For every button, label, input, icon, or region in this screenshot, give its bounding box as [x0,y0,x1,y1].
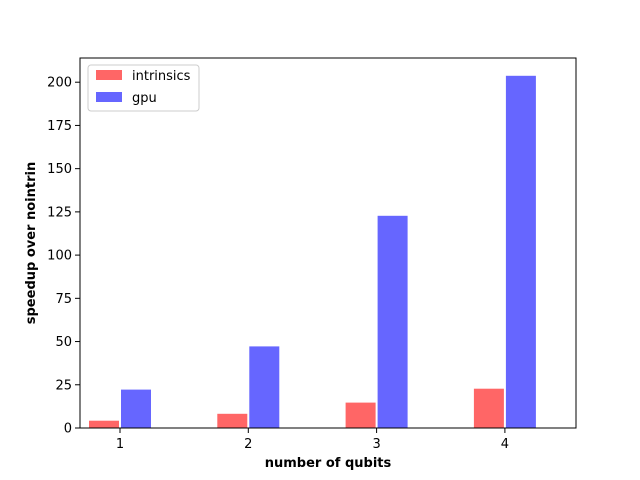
y-tick-label: 125 [47,205,72,220]
bar-gpu-2 [248,345,281,429]
legend-label-intrinsics: intrinsics [132,69,191,84]
y-axis-ticks: 0 25 50 75 100 125 150 175 200 [47,76,80,437]
bar-intrinsics-1 [88,419,120,429]
y-tick-label: 0 [64,422,72,437]
legend-label-gpu: gpu [132,91,157,106]
x-axis-ticks: 1 2 3 4 [116,428,509,452]
y-tick-label: 50 [55,335,72,350]
bars [88,74,537,429]
x-tick-label: 1 [116,437,124,452]
x-tick-label: 4 [501,437,509,452]
x-axis-label: number of qubits [265,456,392,471]
x-tick-label: 2 [244,437,252,452]
bar-intrinsics-2 [216,412,249,429]
legend-swatch-gpu [96,92,122,102]
y-tick-label: 100 [47,249,72,264]
y-tick-label: 200 [47,76,72,91]
y-tick-label: 150 [47,162,72,177]
bar-gpu-1 [120,388,152,429]
bar-intrinsics-3 [344,401,377,429]
y-axis-label: speedup over nointrin [24,162,39,324]
plot-background [80,58,576,428]
bar-intrinsics-4 [472,387,505,429]
bar-gpu-3 [376,214,409,429]
y-tick-label: 75 [55,292,72,307]
y-tick-label: 175 [47,119,72,134]
plot-frame [79,57,577,429]
bar-gpu-4 [504,74,537,429]
x-tick-label: 3 [372,437,380,452]
y-tick-label: 25 [55,378,72,393]
legend: intrinsics gpu [87,64,200,112]
legend-swatch-intrinsics [96,70,122,80]
